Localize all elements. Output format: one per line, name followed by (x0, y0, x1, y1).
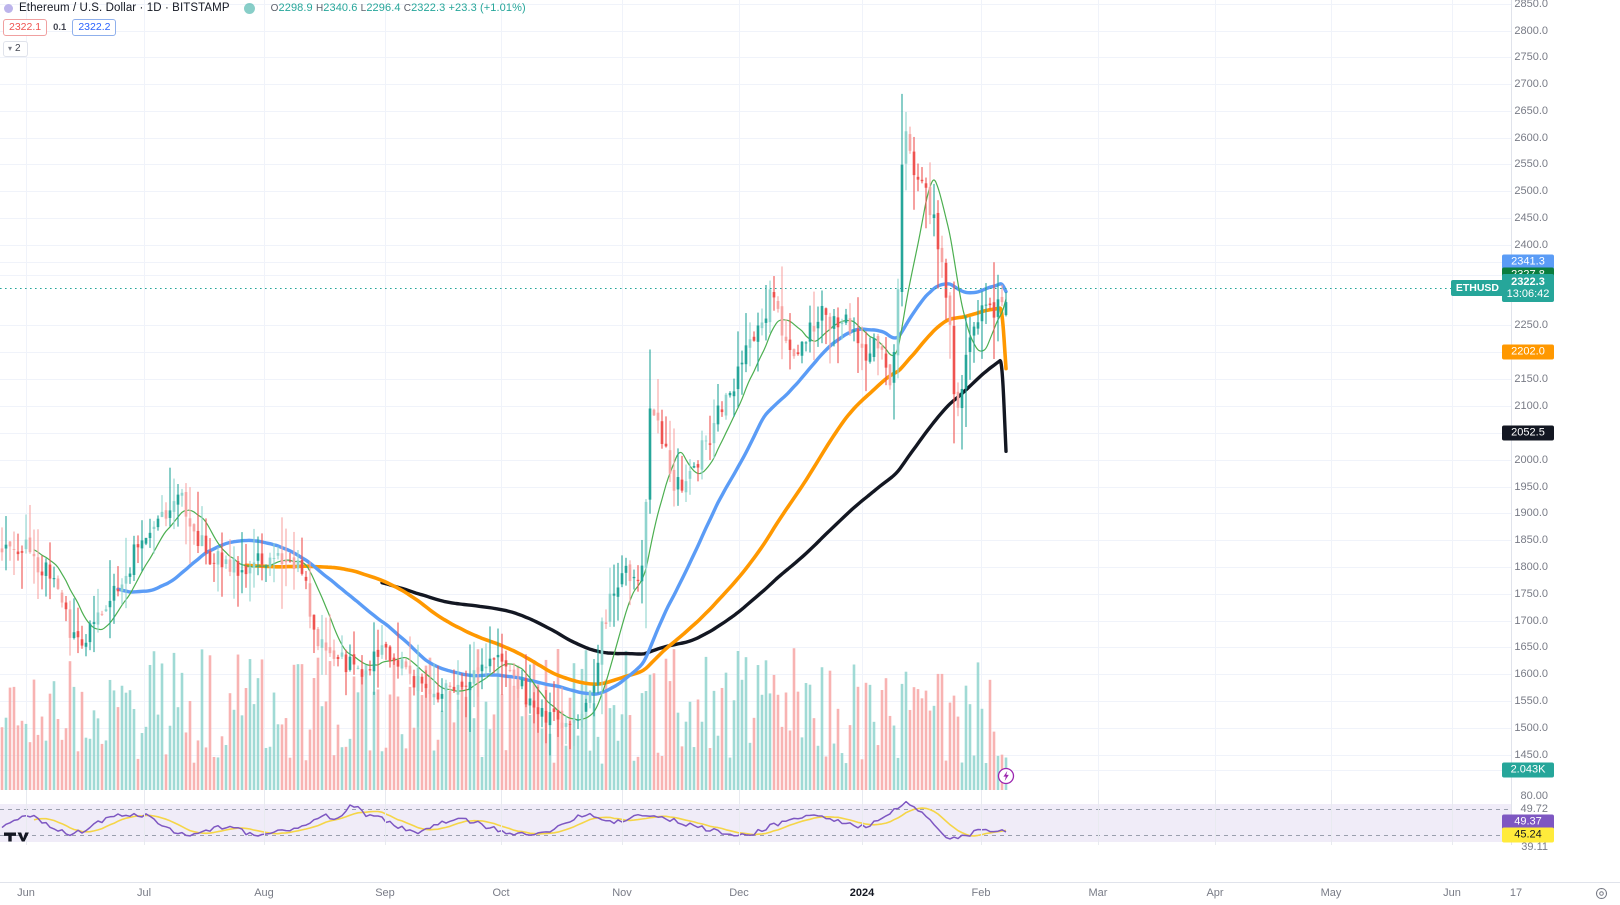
spread-value: 0.1 (53, 22, 67, 33)
price-tick: 1950.0 (1514, 481, 1548, 493)
last-price-symbol-tag: ETHUSD (1450, 280, 1504, 296)
time-tick: May (1320, 887, 1342, 899)
ohlc-close-value: 2322.3 (411, 2, 446, 14)
quantity-control[interactable]: ▾ 2 (3, 41, 28, 57)
gridlines (0, 0, 1517, 845)
price-tick: 2650.0 (1514, 105, 1548, 117)
rsi-canvas (0, 790, 1517, 845)
price-tick: 2600.0 (1514, 132, 1548, 144)
ohlc-low-key: L (360, 3, 367, 14)
quantity-value: 2 (15, 43, 21, 54)
time-tick: Dec (729, 887, 749, 899)
time-tick: 2024 (849, 887, 875, 899)
time-tick: 17 (1509, 887, 1523, 899)
rsi-ma-line (33, 807, 1007, 837)
price-tick: 2000.0 (1514, 454, 1548, 466)
price-tick: 1750.0 (1514, 588, 1548, 600)
ohlc-change: +23.3 (+1.01%) (448, 2, 526, 14)
price-tick: 2250.0 (1514, 319, 1548, 331)
last-price-value: 2322.3 (1511, 276, 1545, 288)
lightning-icon[interactable] (1003, 771, 1009, 781)
price-tick: 2400.0 (1514, 239, 1548, 251)
rsi-band (0, 804, 1512, 842)
time-tick: Jul (136, 887, 152, 899)
price-tick: 2500.0 (1514, 185, 1548, 197)
price-tick: 2750.0 (1514, 51, 1548, 63)
ma-black-line (380, 358, 1008, 656)
ohlc-high-value: 2340.6 (323, 2, 358, 14)
price-tick: 2700.0 (1514, 78, 1548, 90)
price-tick: 2150.0 (1514, 373, 1548, 385)
symbol-title[interactable]: Ethereum / U.S. Dollar · 1D · BITSTAMP (19, 2, 230, 14)
time-tick: Feb (971, 887, 991, 899)
price-tick: 1450.0 (1514, 749, 1548, 761)
price-tick: 1600.0 (1514, 668, 1548, 680)
chevron-down-icon[interactable]: ▾ (8, 44, 13, 53)
volume-last-marker (997, 767, 1015, 785)
rsi-tick: 49.72 (1520, 803, 1548, 815)
series-color-dot-icon (243, 2, 255, 14)
time-tick: Oct (492, 887, 510, 899)
rsi-tick: 80.00 (1520, 790, 1548, 802)
price-tick: 2800.0 (1514, 25, 1548, 37)
price-tick: 2850.0 (1514, 0, 1548, 10)
rsi-ma-value-label: 45.24 (1502, 827, 1554, 843)
ma-orange-price-label: 2202.0 (1502, 344, 1554, 360)
bar-countdown: 13:06:42 (1506, 288, 1550, 300)
tradingview-logo-icon[interactable] (4, 827, 34, 845)
price-axis[interactable]: 2850.0 2800.0 2750.0 2700.0 2650.0 2600.0 2550… (1502, 0, 1620, 853)
ohlc-close-key: C (403, 3, 412, 14)
price-tick: 2450.0 (1514, 212, 1548, 224)
volume-histogram (0, 648, 1008, 790)
ma-orange-line (244, 306, 1008, 686)
time-axis[interactable]: Jun Jul Aug Sep Oct Nov Dec 2024 Feb Mar Apr May Jun… (0, 882, 1620, 905)
rsi-line (1, 800, 1007, 840)
price-tick: 1800.0 (1514, 561, 1548, 573)
time-tick: Sep (375, 887, 395, 899)
price-tick: 2550.0 (1514, 158, 1548, 170)
rsi-value-label: 49.37 (1502, 814, 1554, 830)
volume-price-label: 2.043K (1502, 762, 1554, 778)
price-tick: 1850.0 (1514, 534, 1548, 546)
price-tick: 1550.0 (1514, 695, 1548, 707)
clock-settings-icon[interactable] (1595, 887, 1608, 900)
candlestick-series (0, 93, 1008, 756)
price-tick: 1650.0 (1514, 641, 1548, 653)
ohlc-values: O2298.9 H2340.6 L2296.4 C2322.3 +23.3 (+… (271, 2, 526, 14)
quantity-stepper[interactable]: ▾ 2 (3, 41, 28, 57)
price-tick: 1900.0 (1514, 507, 1548, 519)
time-tick: Mar (1088, 887, 1108, 899)
chart-legend[interactable]: Ethereum / U.S. Dollar · 1D · BITSTAMP O… (4, 1, 526, 15)
price-tick: 1500.0 (1514, 722, 1548, 734)
sell-price-button[interactable]: 2322.1 (3, 19, 48, 36)
time-tick: Aug (254, 887, 274, 899)
time-tick: Jun (1443, 887, 1461, 899)
chart-plot-area[interactable] (0, 0, 1517, 845)
chart-canvas (0, 0, 1517, 845)
time-tick: Jun (17, 887, 35, 899)
price-tick: 2100.0 (1514, 400, 1548, 412)
time-tick: Apr (1206, 887, 1224, 899)
rsi-tick: 39.11 (1521, 841, 1548, 853)
ohlc-low-value: 2296.4 (366, 2, 401, 14)
ma-blue-line (116, 282, 1008, 696)
buy-price-button[interactable]: 2322.2 (72, 19, 117, 36)
ma-blue-price-label: 2341.3 (1502, 254, 1554, 270)
ohlc-open-key: O (270, 3, 279, 14)
visibility-icon[interactable] (4, 3, 13, 13)
ma-black-price-label: 2052.5 (1502, 425, 1554, 441)
last-price-label: 2322.3 13:06:42 (1502, 274, 1554, 302)
time-tick: Nov (612, 887, 632, 899)
ohlc-open-value: 2298.9 (278, 2, 313, 14)
rsi-pane[interactable] (0, 790, 1517, 845)
price-tick: 1700.0 (1514, 615, 1548, 627)
trade-panel[interactable]: 2322.1 0.1 2322.2 (3, 19, 117, 36)
ohlc-high-key: H (315, 3, 324, 14)
